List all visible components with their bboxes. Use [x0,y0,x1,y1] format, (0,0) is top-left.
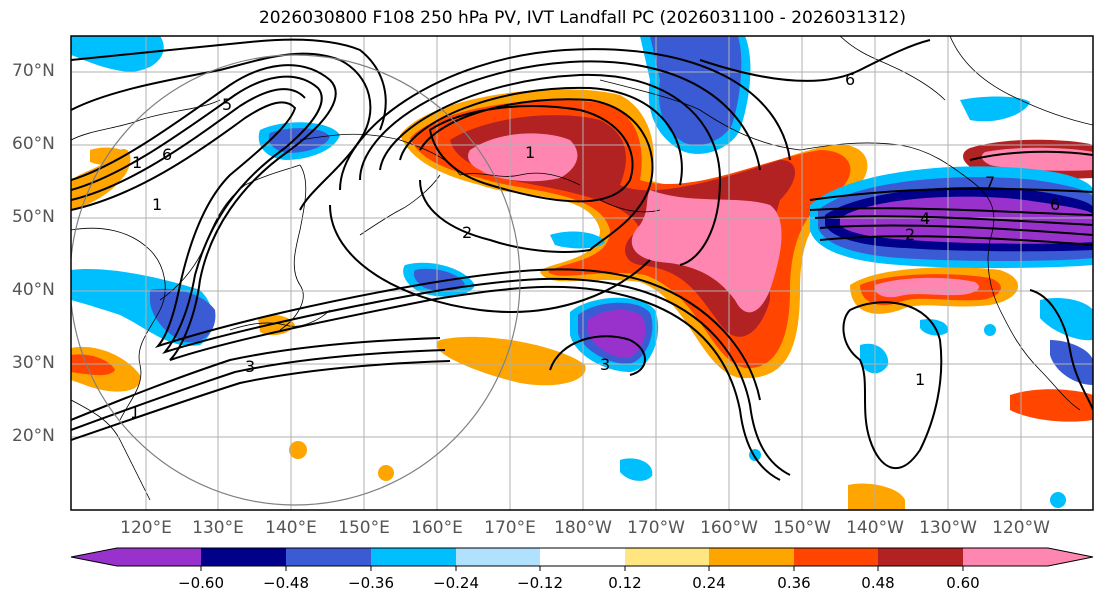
colorbar-tick-label: 0.48 [861,574,895,592]
lon-label: 170°E [484,518,536,538]
colorbar-tick-label: −0.60 [178,574,224,592]
contour-label: 5 [222,95,232,114]
contour-label: 1 [915,370,925,389]
lon-label: 130°W [919,518,977,538]
contour-label: 6 [845,70,855,89]
colorbar-tick-label: −0.12 [517,574,563,592]
contour-label: 1 [130,403,140,422]
colorbar-swatch [878,548,963,566]
lon-label: 140°W [846,518,904,538]
lat-label: 70°N [12,61,55,81]
colorbar-swatch [540,548,625,566]
lon-label: 160°E [411,518,463,538]
map-title: 2026030800 F108 250 hPa PV, IVT Landfall… [258,8,906,28]
contour-label: 6 [162,145,172,164]
contour-label: 7 [985,173,995,192]
lon-label: 120°W [992,518,1050,538]
contour-labels: 5 6 1 1 1 2 2 3 3 1 6 4 2 7 6 1 1 [130,70,1060,422]
colorbar-tick-label: 0.36 [777,574,811,592]
contour-label: 4 [920,209,930,228]
lat-label: 60°N [12,134,55,154]
colorbar-outline [70,547,1094,567]
colorbar-swatch [709,548,794,566]
lon-label: 150°W [773,518,831,538]
colorbar-tick-label: 0.60 [946,574,980,592]
contour-label: 1 [152,195,162,214]
contour-label: 2 [462,223,472,242]
lon-label: 180°W [554,518,612,538]
colorbar-swatch [456,548,540,566]
contour-label: 1 [132,153,142,172]
lon-label: 140°E [265,518,317,538]
colorbar-tick-label: 0.12 [608,574,642,592]
lat-label: 40°N [12,280,55,300]
colorbar-swatch [201,548,286,566]
contour-label: 1 [525,143,535,162]
contour-label: 2 [905,225,915,244]
pv-contours [71,38,1093,481]
lon-label: 150°E [338,518,390,538]
colorbar-swatch [371,548,456,566]
colorbar-swatch [625,548,709,566]
colorbar-swatch [794,548,878,566]
lon-label: 120°E [120,518,172,538]
map-frame [70,35,1094,511]
lon-label: 160°W [700,518,758,538]
lon-label: 170°W [627,518,685,538]
colorbar-extend-low [71,548,117,566]
colorbar-tick-label: −0.24 [433,574,479,592]
colorbar-tick-label: 0.24 [692,574,726,592]
colorbar-swatch [117,548,201,566]
lat-label: 20°N [12,426,55,446]
contour-label: 6 [1050,195,1060,214]
lon-label: 130°E [192,518,244,538]
lat-lon-grid [71,36,1093,510]
colorbar-extend-high [1048,548,1093,566]
contour-label: 3 [600,355,610,374]
lat-label: 50°N [12,207,55,227]
lat-label: 30°N [12,353,55,373]
colorbar-tick-label: −0.48 [263,574,309,592]
contour-label: 3 [245,357,255,376]
colorbar-swatch [963,548,1048,566]
colorbar-swatch [286,548,371,566]
colorbar-tick-label: −0.36 [348,574,394,592]
radius-circle [71,54,521,506]
